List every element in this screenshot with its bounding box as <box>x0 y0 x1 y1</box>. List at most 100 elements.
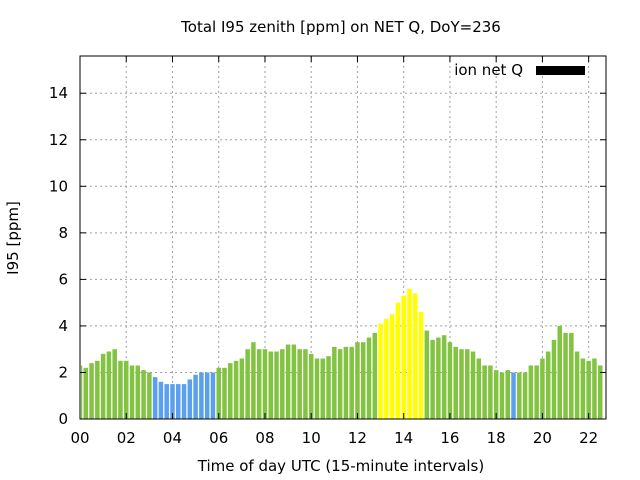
bar <box>372 332 378 419</box>
bar <box>170 384 175 419</box>
bar <box>95 360 100 419</box>
bar <box>158 381 164 419</box>
bar <box>181 384 187 419</box>
bar <box>505 370 510 419</box>
bar <box>343 346 349 419</box>
bar <box>123 360 129 419</box>
bar <box>285 344 291 419</box>
bar <box>222 367 227 419</box>
bar <box>320 358 326 419</box>
bar <box>112 349 117 419</box>
x-tick-label: 00 <box>70 429 89 447</box>
x-axis-label: Time of day UTC (15-minute intervals) <box>197 457 484 475</box>
x-tick-label: 02 <box>117 429 136 447</box>
y-tick-label: 14 <box>49 84 68 102</box>
bar <box>389 314 395 419</box>
bar <box>332 346 337 419</box>
bar <box>152 377 158 419</box>
bar <box>493 370 499 419</box>
bar <box>574 351 580 419</box>
bar <box>337 349 343 419</box>
bar <box>141 370 146 419</box>
bar <box>592 358 597 419</box>
y-tick-label: 4 <box>58 317 68 335</box>
x-tick-label: 18 <box>487 429 506 447</box>
x-tick-label: 06 <box>209 429 228 447</box>
bar <box>228 363 233 419</box>
bar <box>499 372 505 419</box>
bar <box>412 293 418 419</box>
bar <box>482 365 487 419</box>
bar <box>557 325 563 419</box>
bar <box>545 351 551 419</box>
bar <box>239 358 245 419</box>
bar <box>118 360 123 419</box>
bar <box>551 339 557 419</box>
bar <box>563 332 568 419</box>
bar <box>360 342 366 419</box>
x-tick-label: 22 <box>579 429 598 447</box>
bar <box>476 358 482 419</box>
bar <box>129 365 135 419</box>
bar <box>459 349 464 419</box>
bar <box>424 330 430 419</box>
y-tick-label: 8 <box>58 224 68 242</box>
bar <box>233 360 239 419</box>
bar <box>291 344 297 419</box>
x-tick-label: 10 <box>302 429 321 447</box>
grid <box>80 56 606 419</box>
bar <box>314 358 320 419</box>
x-tick-label: 14 <box>394 429 413 447</box>
plot-border <box>79 55 607 420</box>
bar <box>418 311 424 419</box>
bar <box>280 349 285 419</box>
bar <box>441 335 447 419</box>
bar <box>303 349 308 419</box>
bar <box>262 349 268 419</box>
y-tick-label: 10 <box>49 177 68 195</box>
bar <box>83 367 89 419</box>
x-tick-label: 20 <box>533 429 552 447</box>
bar <box>193 374 198 419</box>
bar <box>436 337 441 419</box>
bar <box>470 351 476 419</box>
x-tick-label: 04 <box>163 429 182 447</box>
x-tick-label: 12 <box>348 429 367 447</box>
bar <box>308 353 314 419</box>
y-tick-label: 6 <box>58 270 68 288</box>
y-tick-label: 0 <box>58 410 68 428</box>
y-tick-label: 2 <box>58 363 68 381</box>
bar <box>597 365 603 419</box>
legend-label: ion net Q <box>454 61 523 79</box>
x-tick-label: 08 <box>255 429 274 447</box>
bar <box>569 332 574 419</box>
bar <box>268 351 274 419</box>
bar <box>210 372 216 419</box>
bar <box>401 295 406 419</box>
bar <box>540 358 545 419</box>
y-axis-label: I95 [ppm] <box>4 201 22 275</box>
bar <box>204 372 210 419</box>
bar <box>465 349 470 419</box>
bar <box>395 302 401 419</box>
bar <box>216 367 221 419</box>
bar <box>89 363 94 419</box>
bars <box>81 288 603 419</box>
y-tick-label: 12 <box>49 131 68 149</box>
bar <box>135 365 141 419</box>
bar <box>274 351 279 419</box>
chart-title: Total I95 zenith [ppm] on NET Q, DoY=236 <box>180 18 501 36</box>
x-tick-label: 16 <box>440 429 459 447</box>
bar <box>81 365 83 419</box>
bar <box>245 349 250 419</box>
bar <box>378 323 383 419</box>
bar <box>522 372 528 419</box>
bar <box>488 365 493 419</box>
bar <box>407 288 412 419</box>
bar <box>326 356 331 419</box>
bar <box>528 365 534 419</box>
bar <box>534 365 539 419</box>
bar <box>199 372 204 419</box>
